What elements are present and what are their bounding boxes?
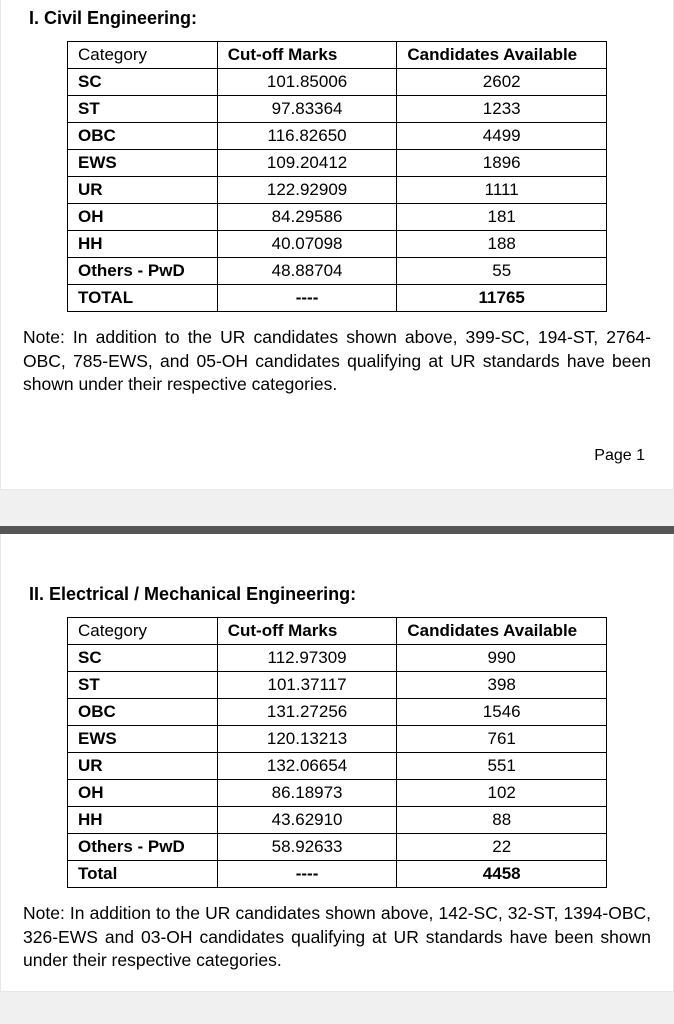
table-row: ST97.833641233: [68, 96, 607, 123]
table-row: OH86.18973102: [68, 779, 607, 806]
cell-category: ST: [68, 671, 218, 698]
table-row: HH40.07098188: [68, 231, 607, 258]
table-row: Others - PwD58.9263322: [68, 833, 607, 860]
section2-heading: II. Electrical / Mechanical Engineering:: [29, 584, 655, 605]
table-row: UR122.929091111: [68, 177, 607, 204]
cell-category: UR: [68, 752, 218, 779]
cell-cutoff: 86.18973: [217, 779, 397, 806]
cell-cutoff: 48.88704: [217, 258, 397, 285]
cell-cutoff: 40.07098: [217, 231, 397, 258]
col-header-cutoff: Cut-off Marks: [217, 617, 397, 644]
page-section-1: I. Civil Engineering: Category Cut-off M…: [0, 0, 674, 490]
cell-cutoff: 116.82650: [217, 123, 397, 150]
col-header-category: Category: [68, 42, 218, 69]
cell-category: OBC: [68, 123, 218, 150]
cell-category: HH: [68, 806, 218, 833]
cell-category: Others - PwD: [68, 258, 218, 285]
section2-note: Note: In addition to the UR candidates s…: [23, 902, 651, 973]
table-row: OH84.29586181: [68, 204, 607, 231]
table-header-row: Category Cut-off Marks Candidates Availa…: [68, 617, 607, 644]
section2-tbody: SC112.97309990 ST101.37117398 OBC131.272…: [68, 644, 607, 887]
page-number: Page 1: [19, 447, 645, 465]
cell-candidates: 990: [397, 644, 607, 671]
cell-candidates: 551: [397, 752, 607, 779]
cell-candidates: 1111: [397, 177, 607, 204]
table-row: Others - PwD48.8870455: [68, 258, 607, 285]
section1-note: Note: In addition to the UR candidates s…: [23, 326, 651, 397]
cell-cutoff: 97.83364: [217, 96, 397, 123]
cell-category: OH: [68, 779, 218, 806]
section1-table: Category Cut-off Marks Candidates Availa…: [67, 41, 607, 312]
cell-category: ST: [68, 96, 218, 123]
cell-cutoff: 43.62910: [217, 806, 397, 833]
cell-candidates: 4499: [397, 123, 607, 150]
cell-category: Others - PwD: [68, 833, 218, 860]
cell-category: SC: [68, 69, 218, 96]
cell-cutoff: 120.13213: [217, 725, 397, 752]
cell-total-label: TOTAL: [68, 285, 218, 312]
table-row: HH43.6291088: [68, 806, 607, 833]
table-row: OBC131.272561546: [68, 698, 607, 725]
table-row: EWS109.204121896: [68, 150, 607, 177]
col-header-candidates: Candidates Available: [397, 42, 607, 69]
col-header-category: Category: [68, 617, 218, 644]
table-row: ST101.37117398: [68, 671, 607, 698]
cell-candidates: 102: [397, 779, 607, 806]
table-row-total: Total----4458: [68, 860, 607, 887]
cell-total-candidates: 4458: [397, 860, 607, 887]
cell-cutoff: 122.92909: [217, 177, 397, 204]
cell-cutoff: 112.97309: [217, 644, 397, 671]
cell-category: EWS: [68, 150, 218, 177]
section1-tbody: SC101.850062602 ST97.833641233 OBC116.82…: [68, 69, 607, 312]
table-row-total: TOTAL----11765: [68, 285, 607, 312]
page-section-2: II. Electrical / Mechanical Engineering:…: [0, 534, 674, 992]
cell-candidates: 88: [397, 806, 607, 833]
table-row: EWS120.13213761: [68, 725, 607, 752]
table-row: UR132.06654551: [68, 752, 607, 779]
cell-total-cutoff: ----: [217, 285, 397, 312]
cell-total-label: Total: [68, 860, 218, 887]
section2-top-space: [19, 548, 655, 584]
table-header-row: Category Cut-off Marks Candidates Availa…: [68, 42, 607, 69]
col-header-cutoff: Cut-off Marks: [217, 42, 397, 69]
cell-category: OH: [68, 204, 218, 231]
cell-candidates: 398: [397, 671, 607, 698]
section1-heading: I. Civil Engineering:: [29, 8, 655, 29]
cell-total-cutoff: ----: [217, 860, 397, 887]
cell-candidates: 55: [397, 258, 607, 285]
cell-category: HH: [68, 231, 218, 258]
page-gap: [0, 490, 674, 526]
col-header-candidates: Candidates Available: [397, 617, 607, 644]
table-row: SC101.850062602: [68, 69, 607, 96]
cell-candidates: 2602: [397, 69, 607, 96]
cell-candidates: 1546: [397, 698, 607, 725]
page-divider-bar: [0, 526, 674, 534]
cell-candidates: 761: [397, 725, 607, 752]
cell-category: SC: [68, 644, 218, 671]
cell-total-candidates: 11765: [397, 285, 607, 312]
page-label: Page 1: [594, 447, 645, 464]
cell-cutoff: 84.29586: [217, 204, 397, 231]
cell-cutoff: 101.85006: [217, 69, 397, 96]
cell-cutoff: 131.27256: [217, 698, 397, 725]
table-row: SC112.97309990: [68, 644, 607, 671]
cell-category: EWS: [68, 725, 218, 752]
cell-candidates: 181: [397, 204, 607, 231]
cell-cutoff: 58.92633: [217, 833, 397, 860]
section2-table: Category Cut-off Marks Candidates Availa…: [67, 617, 607, 888]
cell-cutoff: 132.06654: [217, 752, 397, 779]
cell-cutoff: 101.37117: [217, 671, 397, 698]
cell-category: OBC: [68, 698, 218, 725]
cell-candidates: 1233: [397, 96, 607, 123]
cell-category: UR: [68, 177, 218, 204]
cell-candidates: 22: [397, 833, 607, 860]
cell-cutoff: 109.20412: [217, 150, 397, 177]
table-row: OBC116.826504499: [68, 123, 607, 150]
cell-candidates: 1896: [397, 150, 607, 177]
cell-candidates: 188: [397, 231, 607, 258]
